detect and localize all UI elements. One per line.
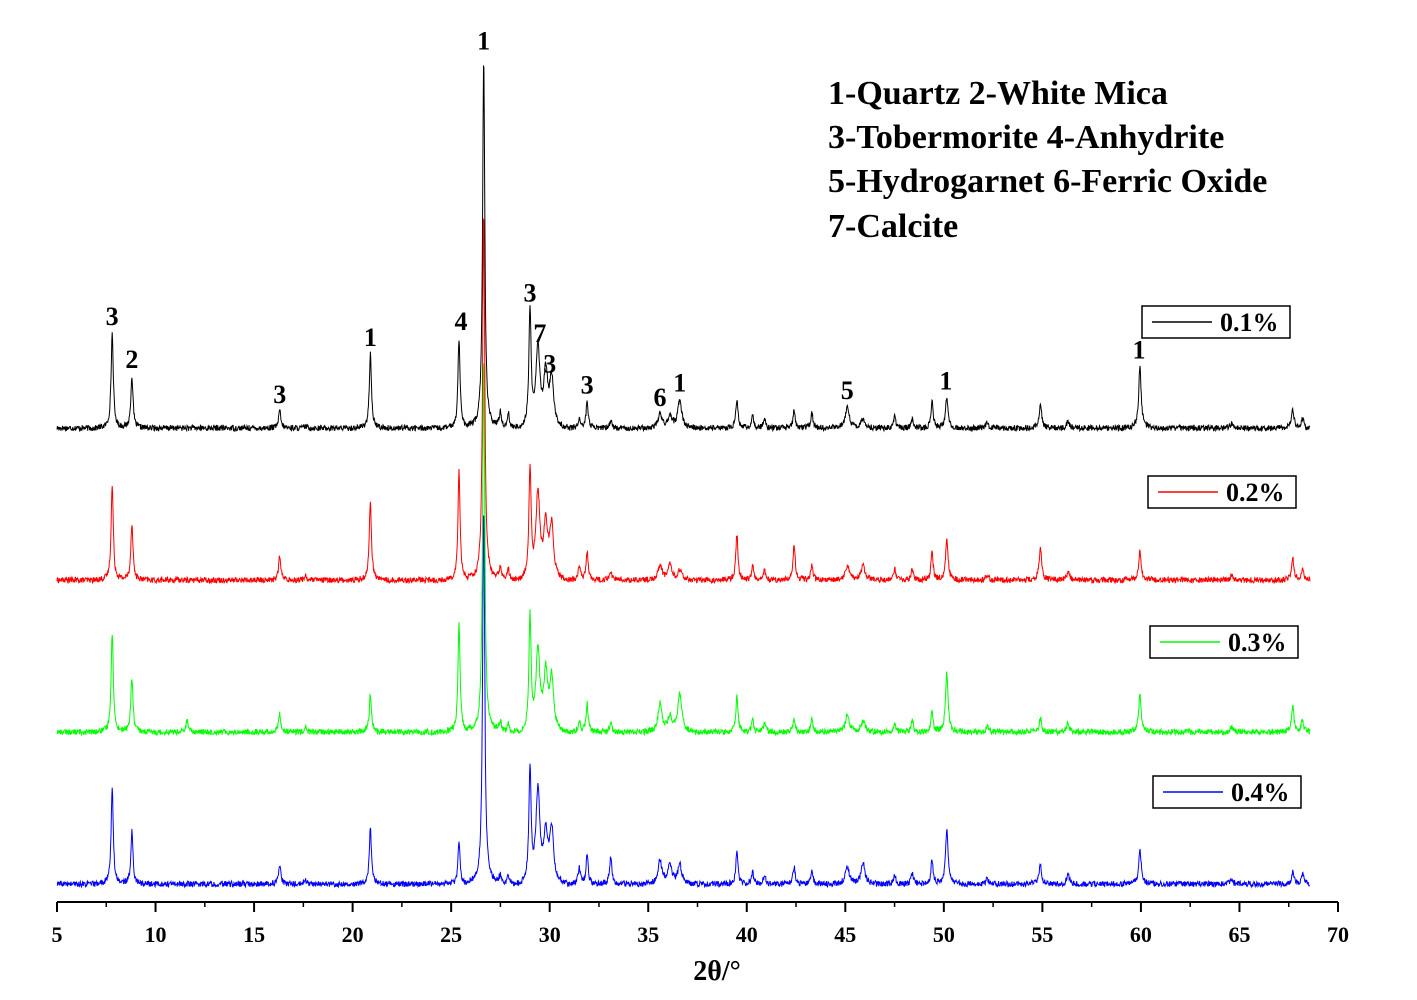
legend-label: 0.4% [1231, 778, 1290, 807]
legend-layer: 0.4% 0.3% 0.2% 0.1% [1141, 305, 1302, 809]
legend-item: 0.1% [1141, 305, 1291, 339]
peak-label: 3 [273, 380, 286, 409]
x-tick-label: 55 [1031, 922, 1053, 947]
peak-label: 7 [533, 319, 546, 348]
x-tick-label: 60 [1130, 922, 1152, 947]
phase-key: 1-Quartz 2-White Mica 3-Tobermorite 4-An… [828, 75, 1267, 245]
peak-label: 1 [364, 323, 377, 352]
series-line-0-3pct [56, 363, 1311, 737]
x-axis: 5 10 15 20 25 30 35 40 45 50 55 60 65 70 2θ/° [52, 901, 1349, 987]
peak-label: 3 [543, 350, 556, 379]
x-tick-label: 15 [243, 922, 265, 947]
phase-key-line-1: 1-Quartz 2-White Mica [828, 75, 1168, 112]
peak-label: 6 [654, 383, 667, 412]
peak-label: 2 [125, 345, 138, 374]
phase-key-line-2: 3-Tobermorite 4-Anhydrite [828, 119, 1224, 156]
legend-item: 0.2% [1147, 475, 1297, 509]
x-tick-label: 40 [736, 922, 758, 947]
phase-key-line-3: 5-Hydrogarnet 6-Ferric Oxide [828, 163, 1267, 200]
peak-label: 3 [581, 370, 594, 399]
series-line-0-1pct [56, 64, 1311, 433]
x-tick-label: 20 [342, 922, 364, 947]
x-axis-ticks: 5 10 15 20 25 30 35 40 45 50 55 60 65 70 [52, 902, 1349, 947]
legend-item: 0.4% [1152, 775, 1302, 809]
legend-label: 0.3% [1228, 628, 1287, 657]
x-axis-title: 2θ/° [693, 956, 741, 987]
series-line-0-4pct [56, 515, 1311, 889]
x-tick-label: 30 [539, 922, 561, 947]
trace-layer [56, 64, 1311, 889]
legend-label: 0.2% [1226, 478, 1285, 507]
legend-label: 0.1% [1220, 308, 1279, 337]
peak-label: 4 [455, 307, 468, 336]
peak-label: 1 [673, 369, 686, 398]
x-tick-label: 45 [834, 922, 856, 947]
x-tick-label: 70 [1327, 922, 1349, 947]
peak-label: 1 [1132, 335, 1145, 364]
x-tick-label: 50 [933, 922, 955, 947]
x-tick-label: 65 [1228, 922, 1250, 947]
peak-label: 1 [939, 367, 952, 396]
peak-label: 1 [477, 27, 490, 56]
peak-label: 5 [841, 376, 854, 405]
x-tick-label: 5 [52, 922, 63, 947]
x-tick-label: 10 [145, 922, 167, 947]
x-tick-label: 35 [637, 922, 659, 947]
peak-label: 3 [106, 302, 119, 331]
phase-key-line-4: 7-Calcite [828, 208, 958, 245]
x-tick-label: 25 [440, 922, 462, 947]
peak-label: 3 [523, 278, 536, 307]
series-line-0-2pct [56, 217, 1311, 585]
legend-item: 0.3% [1149, 625, 1299, 659]
